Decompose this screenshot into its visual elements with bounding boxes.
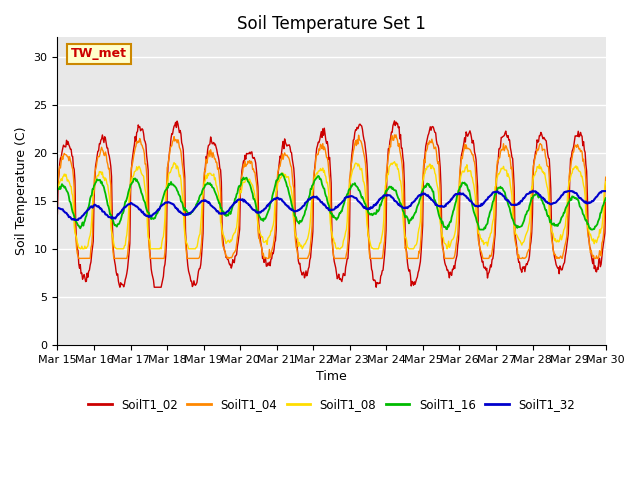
SoilT1_08	[205, 170, 213, 176]
SoilT1_16	[63, 189, 71, 194]
Line: SoilT1_32: SoilT1_32	[58, 191, 605, 220]
Legend: SoilT1_02, SoilT1_04, SoilT1_08, SoilT1_16, SoilT1_32: SoilT1_02, SoilT1_04, SoilT1_08, SoilT1_…	[83, 394, 580, 416]
SoilT1_32	[205, 199, 213, 205]
SoilT1_08	[416, 224, 424, 229]
SoilT1_08	[602, 179, 609, 185]
SoilT1_32	[415, 192, 422, 198]
SoilT1_16	[54, 187, 61, 192]
SoilT1_16	[399, 208, 406, 214]
SoilT1_02	[390, 118, 398, 124]
SoilT1_02	[63, 142, 71, 147]
SoilT1_32	[71, 217, 79, 223]
SoilT1_02	[121, 281, 129, 287]
SoilT1_02	[54, 211, 61, 217]
SoilT1_04	[392, 132, 400, 138]
SoilT1_08	[177, 172, 184, 178]
SoilT1_32	[63, 212, 71, 217]
SoilT1_16	[278, 170, 285, 176]
Line: SoilT1_04: SoilT1_04	[58, 135, 605, 258]
SoilT1_08	[63, 178, 71, 184]
SoilT1_08	[400, 223, 408, 229]
SoilT1_02	[205, 142, 213, 148]
Y-axis label: Soil Temperature (C): Soil Temperature (C)	[15, 127, 28, 255]
Title: Soil Temperature Set 1: Soil Temperature Set 1	[237, 15, 426, 33]
Line: SoilT1_02: SoilT1_02	[58, 121, 605, 287]
SoilT1_32	[399, 204, 406, 210]
SoilT1_16	[120, 208, 127, 214]
Line: SoilT1_08: SoilT1_08	[58, 162, 605, 249]
SoilT1_04	[416, 250, 424, 256]
SoilT1_04	[121, 255, 129, 261]
SoilT1_32	[54, 205, 61, 211]
X-axis label: Time: Time	[316, 370, 347, 383]
SoilT1_32	[602, 188, 609, 194]
SoilT1_02	[416, 263, 424, 268]
SoilT1_08	[390, 159, 398, 165]
SoilT1_32	[121, 204, 129, 210]
SoilT1_04	[602, 174, 609, 180]
SoilT1_08	[54, 186, 61, 192]
SoilT1_16	[602, 195, 609, 201]
SoilT1_04	[205, 148, 213, 154]
SoilT1_02	[602, 200, 609, 205]
SoilT1_04	[177, 146, 184, 152]
SoilT1_02	[116, 284, 124, 290]
Text: TW_met: TW_met	[71, 48, 127, 60]
SoilT1_04	[63, 154, 71, 159]
SoilT1_02	[400, 160, 408, 166]
SoilT1_02	[177, 128, 184, 133]
SoilT1_16	[415, 200, 422, 206]
SoilT1_16	[476, 227, 484, 232]
SoilT1_08	[76, 246, 84, 252]
SoilT1_04	[75, 255, 83, 261]
SoilT1_32	[177, 209, 184, 215]
SoilT1_08	[121, 243, 129, 249]
SoilT1_32	[529, 188, 536, 194]
SoilT1_04	[54, 187, 61, 192]
SoilT1_16	[175, 192, 183, 198]
Line: SoilT1_16: SoilT1_16	[58, 173, 605, 229]
SoilT1_16	[205, 180, 212, 186]
SoilT1_04	[400, 189, 408, 195]
